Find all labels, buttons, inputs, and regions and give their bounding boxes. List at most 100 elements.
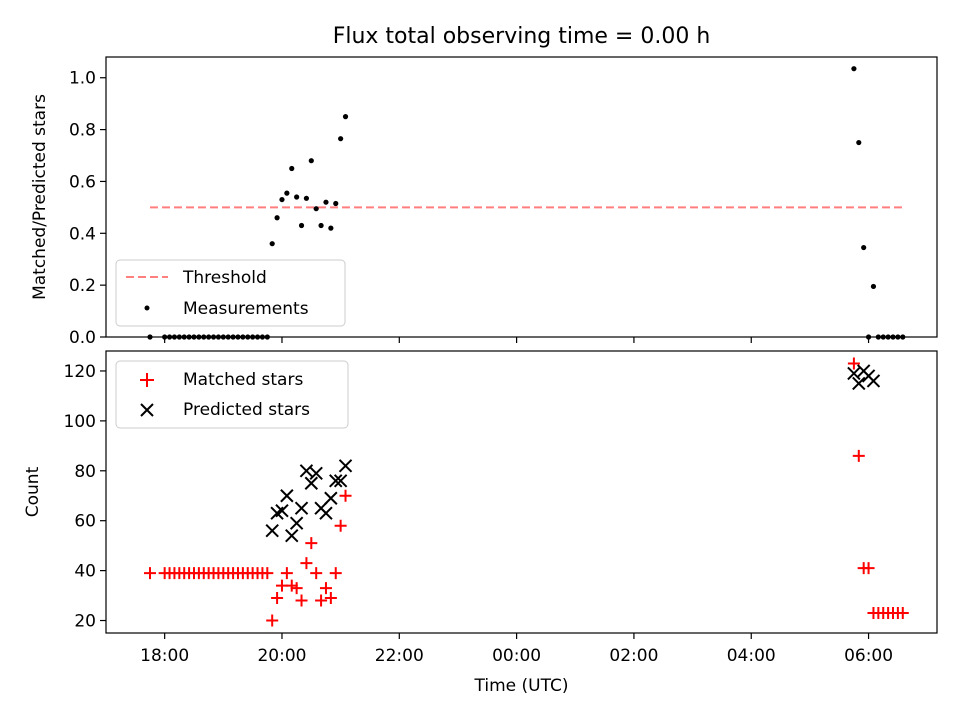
measurement-point [254, 334, 261, 340]
measurement-point [196, 334, 202, 340]
predicted-star-point [275, 504, 289, 518]
legend-threshold-label: Threshold [182, 268, 267, 288]
top-y-tick-label: 0.4 [69, 224, 96, 244]
legend-measurements-label: Measurements [183, 299, 309, 319]
measurement-point [210, 334, 217, 340]
measurement-point [201, 334, 207, 340]
matched-star-point [329, 567, 342, 580]
x-tick-label: 18:00 [140, 646, 189, 666]
bottom-legend-box [115, 360, 349, 429]
x-tick-label: 04:00 [727, 646, 776, 666]
predicted-star-point [304, 476, 319, 490]
measurement-point [318, 222, 324, 229]
measurement-point [885, 334, 891, 340]
bottom-y-tick-label: 80 [74, 462, 96, 482]
predicted-star-point [852, 376, 866, 391]
matched-star-point [319, 582, 332, 595]
measurement-point [171, 334, 178, 340]
measurement-point [900, 334, 906, 340]
measurement-point [323, 199, 329, 205]
bottom-y-tick-label: 100 [64, 412, 96, 432]
measurement-point [861, 244, 867, 251]
measurement-point [220, 334, 226, 340]
measurement-point [147, 334, 153, 340]
matched-star-point [324, 592, 337, 605]
measurement-point [215, 334, 222, 340]
matched-star-point [315, 594, 328, 607]
measurement-point [342, 114, 349, 120]
matched-stars-series [143, 357, 909, 627]
x-tick-label: 20:00 [257, 646, 306, 666]
top-legend-box [115, 259, 346, 327]
measurement-point [333, 200, 339, 207]
measurement-point [890, 334, 896, 340]
matched-star-point [852, 449, 865, 462]
measurement-point [313, 206, 319, 212]
predicted-stars-series [265, 364, 881, 543]
matched-star-point [334, 519, 347, 532]
bottom-y-tick-label: 60 [74, 512, 96, 532]
predicted-star-point [324, 491, 338, 505]
legend-predicted-swatch [140, 403, 154, 417]
measurement-point [865, 334, 872, 340]
measurement-point [206, 334, 212, 340]
bottom-plot-frame [105, 350, 938, 634]
measurement-point [298, 222, 305, 229]
matched-star-point [280, 567, 293, 580]
measurement-point [289, 165, 295, 172]
measurements-series [147, 66, 906, 340]
measurement-point [245, 334, 251, 340]
top-y-tick-label: 1.0 [69, 69, 96, 89]
measurement-point [176, 334, 182, 340]
measurement-point [338, 136, 344, 142]
matched-star-point [290, 582, 303, 595]
top-y-tick-label: 0.2 [69, 276, 96, 296]
matched-star-point [896, 607, 909, 620]
measurement-point [259, 334, 266, 340]
predicted-star-point [333, 474, 348, 488]
measurement-point [308, 158, 314, 164]
x-tick-label: 00:00 [492, 646, 541, 666]
top-legend: Threshold Measurements [115, 259, 346, 327]
legend-predicted-label: Predicted stars [183, 400, 310, 420]
top-y-axis-label: Matched/Predicted stars [30, 94, 50, 300]
measurement-point [284, 190, 290, 196]
top-y-axis: 0.0 0.2 0.4 0.6 0.8 1.0 [69, 69, 106, 348]
measurement-point [264, 334, 270, 340]
measurement-point [230, 334, 236, 340]
predicted-star-point [866, 374, 881, 388]
bottom-x-axis: 18:00 20:00 22:00 00:00 02:00 04:00 06:00 [140, 633, 893, 666]
x-tick-label: 22:00 [375, 646, 424, 666]
predicted-star-point [289, 516, 304, 530]
measurement-point [166, 334, 173, 340]
matched-star-point [862, 562, 875, 575]
bottom-y-tick-label: 20 [74, 612, 96, 632]
legend-measurements-swatch [144, 305, 150, 311]
measurement-point [269, 241, 275, 247]
predicted-star-point [299, 464, 314, 478]
measurement-point [875, 334, 881, 340]
bottom-legend: Matched stars Predicted stars [115, 360, 349, 429]
measurement-point [880, 334, 886, 340]
measurement-point [225, 334, 231, 340]
measurement-point [181, 334, 187, 340]
measurement-point [328, 225, 334, 231]
predicted-star-point [280, 489, 294, 503]
matched-star-point [339, 489, 352, 502]
top-plot-frame [105, 56, 938, 338]
measurement-point [851, 66, 857, 72]
predicted-star-point [319, 506, 333, 520]
top-y-tick-label: 0.6 [69, 172, 96, 192]
legend-matched-label: Matched stars [183, 370, 303, 390]
bottom-y-tick-label: 120 [64, 362, 96, 382]
bottom-y-tick-label: 40 [74, 562, 96, 582]
measurement-point [294, 194, 300, 200]
measurement-point [279, 196, 285, 203]
predicted-star-point [338, 459, 353, 473]
bottom-y-axis: 20 40 60 80 100 120 [64, 362, 106, 632]
measurement-point [240, 334, 246, 340]
matched-star-point [266, 614, 279, 627]
measurement-point [191, 334, 197, 340]
